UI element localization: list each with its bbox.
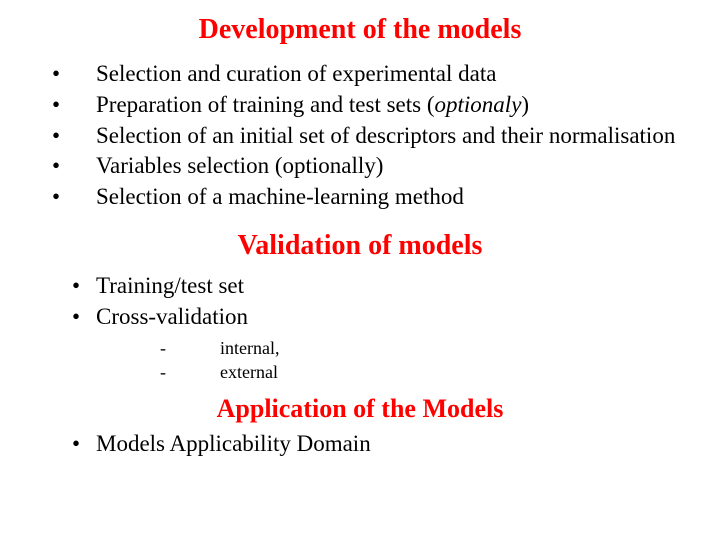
heading-application: Application of the Models [40, 394, 680, 424]
sublist-item: - external [40, 361, 680, 384]
list-item-text: Models Applicability Domain [96, 430, 680, 459]
list-item: • Preparation of training and test sets … [40, 91, 680, 120]
list-item: • Models Applicability Domain [40, 430, 680, 459]
bullet-icon: • [40, 303, 96, 332]
heading-development: Development of the models [40, 14, 680, 46]
text-pre: Preparation of training and test sets ( [96, 92, 435, 117]
text-post: ) [521, 92, 529, 117]
list-item-text: Selection of a machine-learning method [96, 183, 680, 212]
dash-icon: - [40, 337, 220, 360]
sublist-item-text: external [220, 361, 278, 384]
dash-icon: - [40, 361, 220, 384]
bullet-icon: • [40, 183, 96, 212]
text-italic: optionaly [435, 92, 522, 117]
list-item: • Selection and curation of experimental… [40, 60, 680, 89]
sublist-item: - internal, [40, 337, 680, 360]
list-item-text: Selection and curation of experimental d… [96, 60, 680, 89]
list-item-text: Variables selection (optionally) [96, 152, 680, 181]
slide: Development of the models • Selection an… [0, 0, 720, 540]
heading-validation: Validation of models [40, 230, 680, 262]
list-item: • Selection of a machine-learning method [40, 183, 680, 212]
bullet-icon: • [40, 272, 96, 301]
bullet-icon: • [40, 152, 96, 181]
validation-list: • Training/test set • Cross-validation [40, 272, 680, 332]
list-item-text: Training/test set [96, 272, 680, 301]
validation-sublist: - internal, - external [40, 337, 680, 384]
bullet-icon: • [40, 60, 96, 89]
list-item: • Selection of an initial set of descrip… [40, 122, 680, 151]
bullet-icon: • [40, 430, 96, 459]
list-item: • Variables selection (optionally) [40, 152, 680, 181]
list-item-text: Selection of an initial set of descripto… [96, 122, 680, 151]
list-item: • Cross-validation [40, 303, 680, 332]
list-item-text: Preparation of training and test sets (o… [96, 91, 680, 120]
sublist-item-text: internal, [220, 337, 279, 360]
list-item: • Training/test set [40, 272, 680, 301]
list-item-text: Cross-validation [96, 303, 680, 332]
bullet-icon: • [40, 91, 96, 120]
application-list: • Models Applicability Domain [40, 430, 680, 459]
bullet-icon: • [40, 122, 96, 151]
development-list: • Selection and curation of experimental… [40, 60, 680, 212]
